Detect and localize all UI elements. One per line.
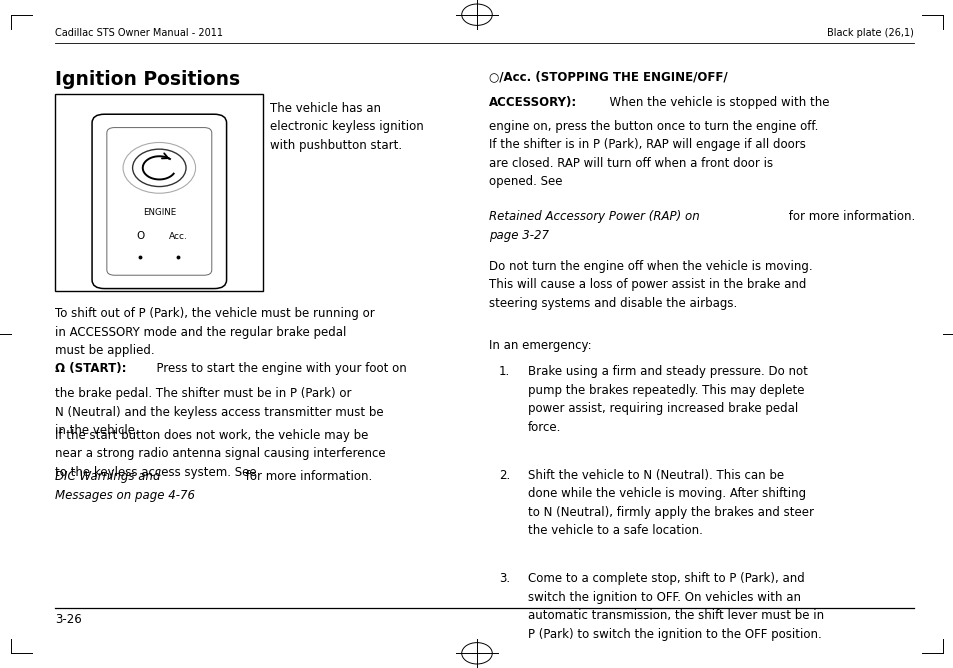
Text: Ω (START):: Ω (START): xyxy=(55,362,127,375)
Text: Brake using a firm and steady pressure. Do not
pump the brakes repeatedly. This : Brake using a firm and steady pressure. … xyxy=(527,365,806,434)
Text: Cadillac STS Owner Manual - 2011: Cadillac STS Owner Manual - 2011 xyxy=(55,28,223,38)
Text: Black plate (26,1): Black plate (26,1) xyxy=(826,28,913,38)
FancyBboxPatch shape xyxy=(92,114,227,289)
Text: 3.: 3. xyxy=(498,572,510,585)
Text: The vehicle has an
electronic keyless ignition
with pushbutton start.: The vehicle has an electronic keyless ig… xyxy=(270,102,423,152)
Bar xyxy=(55,94,263,291)
Text: 3-26: 3-26 xyxy=(55,613,82,626)
Text: Retained Accessory Power (RAP) on
page 3-27: Retained Accessory Power (RAP) on page 3… xyxy=(489,210,700,242)
Text: ○/Acc. (STOPPING THE ENGINE/OFF/: ○/Acc. (STOPPING THE ENGINE/OFF/ xyxy=(489,70,727,83)
Text: 2.: 2. xyxy=(498,469,510,482)
Text: ENGINE: ENGINE xyxy=(143,208,175,217)
Text: Acc.: Acc. xyxy=(169,232,188,241)
Text: Come to a complete stop, shift to P (Park), and
switch the ignition to OFF. On v: Come to a complete stop, shift to P (Par… xyxy=(527,572,822,641)
Text: for more information.: for more information. xyxy=(242,470,373,483)
Text: O: O xyxy=(136,231,144,241)
FancyBboxPatch shape xyxy=(107,128,212,275)
Text: To shift out of P (Park), the vehicle must be running or
in ACCESSORY mode and t: To shift out of P (Park), the vehicle mu… xyxy=(55,307,375,357)
Text: 1.: 1. xyxy=(498,365,510,378)
Text: When the vehicle is stopped with the: When the vehicle is stopped with the xyxy=(601,96,828,108)
Text: ACCESSORY):: ACCESSORY): xyxy=(489,96,578,108)
Text: If the start button does not work, the vehicle may be
near a strong radio antenn: If the start button does not work, the v… xyxy=(55,429,386,479)
Text: Press to start the engine with your foot on: Press to start the engine with your foot… xyxy=(149,362,406,375)
Text: the brake pedal. The shifter must be in P (Park) or
N (Neutral) and the keyless : the brake pedal. The shifter must be in … xyxy=(55,387,383,438)
Text: Do not turn the engine off when the vehicle is moving.
This will cause a loss of: Do not turn the engine off when the vehi… xyxy=(489,260,812,310)
Text: for more information.: for more information. xyxy=(784,210,915,223)
Text: DIC Warnings and
Messages on page 4-76: DIC Warnings and Messages on page 4-76 xyxy=(55,470,195,502)
Text: engine on, press the button once to turn the engine off.
If the shifter is in P : engine on, press the button once to turn… xyxy=(489,120,818,188)
Text: Shift the vehicle to N (Neutral). This can be
done while the vehicle is moving. : Shift the vehicle to N (Neutral). This c… xyxy=(527,469,813,538)
Text: Ignition Positions: Ignition Positions xyxy=(55,70,240,89)
Text: In an emergency:: In an emergency: xyxy=(489,339,592,351)
